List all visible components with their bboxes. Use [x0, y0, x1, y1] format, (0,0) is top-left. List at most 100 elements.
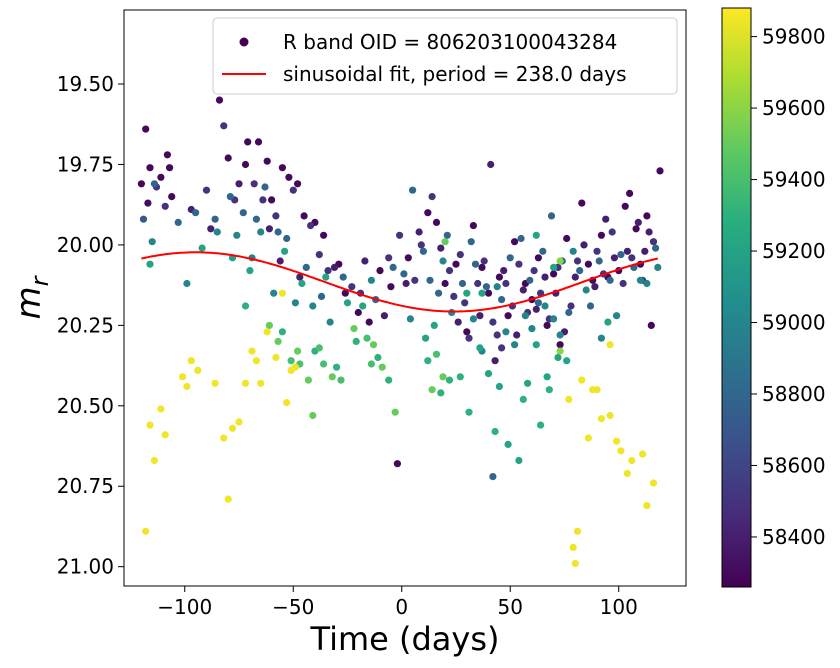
colorbar-tick-label: 59400 — [762, 168, 826, 192]
data-point — [406, 315, 414, 323]
data-point — [270, 289, 278, 297]
data-point — [524, 379, 532, 387]
data-point — [586, 302, 595, 310]
data-point — [274, 337, 282, 345]
data-point — [361, 257, 369, 265]
data-point — [365, 318, 373, 326]
data-point — [484, 370, 493, 378]
data-point — [550, 263, 558, 271]
data-point — [628, 254, 636, 262]
data-point — [348, 283, 356, 291]
data-point — [645, 228, 653, 236]
legend-marker-r-band — [239, 37, 249, 47]
data-point — [619, 279, 627, 288]
data-point — [350, 325, 358, 333]
data-point — [278, 164, 286, 172]
data-point — [593, 247, 601, 255]
data-point — [471, 260, 480, 268]
data-point — [556, 347, 564, 355]
data-point — [543, 373, 551, 381]
data-point — [148, 238, 156, 246]
data-point — [263, 157, 271, 165]
colorbar-tick-label: 59000 — [762, 311, 826, 335]
data-point — [352, 337, 360, 345]
data-point — [309, 302, 317, 310]
data-point — [161, 202, 169, 210]
data-point — [569, 543, 577, 552]
sinusoidal-fit-line — [141, 251, 659, 313]
data-point — [367, 276, 375, 284]
data-point — [274, 228, 282, 236]
data-point — [157, 173, 165, 181]
data-point — [192, 209, 200, 217]
data-point — [578, 199, 586, 207]
data-point — [415, 228, 423, 236]
data-point — [643, 212, 651, 220]
data-point — [445, 376, 454, 384]
data-point — [235, 180, 243, 188]
data-point — [424, 209, 432, 217]
colorbar-tick-label: 58400 — [762, 525, 826, 549]
data-point — [621, 202, 629, 210]
data-point — [326, 318, 334, 326]
data-point — [578, 376, 586, 384]
data-point — [643, 502, 651, 510]
data-point — [513, 331, 521, 339]
data-point — [634, 218, 642, 226]
data-point — [506, 254, 514, 262]
data-point — [432, 218, 441, 226]
data-point — [510, 238, 519, 246]
data-point — [617, 251, 625, 259]
data-point — [142, 527, 150, 535]
data-point — [541, 302, 549, 310]
data-point — [641, 247, 649, 255]
data-point — [528, 325, 536, 333]
data-point — [315, 344, 323, 352]
data-point — [391, 408, 399, 416]
data-point — [613, 312, 621, 320]
data-point — [467, 238, 475, 246]
data-point — [547, 212, 556, 220]
x-tick-label: 50 — [498, 595, 523, 619]
data-point — [328, 373, 336, 381]
y-tick-label: 20.25 — [57, 313, 114, 337]
scatter-points — [137, 96, 664, 568]
legend-box — [212, 17, 678, 95]
data-point — [402, 279, 410, 288]
data-point — [556, 341, 564, 349]
data-point — [543, 321, 551, 329]
data-point — [424, 357, 432, 365]
data-point — [573, 257, 582, 265]
x-tick-label: −100 — [157, 595, 212, 619]
data-point — [608, 228, 616, 236]
data-point — [571, 559, 579, 568]
data-point — [597, 231, 606, 239]
data-point — [576, 267, 584, 275]
data-point — [428, 386, 436, 394]
data-point — [519, 395, 527, 403]
legend: R band OID = 806203100043284 sinusoidal … — [212, 17, 678, 95]
data-point — [493, 331, 501, 339]
data-point — [556, 331, 564, 339]
data-point — [573, 527, 582, 535]
data-point — [530, 267, 538, 275]
data-point — [378, 363, 386, 371]
data-point — [294, 180, 302, 188]
data-point — [289, 186, 297, 194]
data-point — [179, 373, 187, 381]
data-point — [439, 373, 447, 381]
data-point — [144, 199, 152, 207]
data-point — [441, 279, 449, 288]
data-point — [541, 273, 549, 281]
data-point — [534, 299, 543, 307]
data-point — [211, 215, 219, 223]
data-point — [376, 267, 384, 275]
data-point — [623, 247, 632, 255]
data-point — [597, 334, 606, 342]
data-point — [146, 260, 154, 268]
data-point — [545, 386, 553, 394]
data-point — [146, 421, 154, 429]
data-point — [430, 321, 438, 329]
data-point — [495, 382, 503, 391]
colorbar-ticks: 58400 58600 58800 59000 59200 59400 59600 59800 — [751, 25, 826, 549]
